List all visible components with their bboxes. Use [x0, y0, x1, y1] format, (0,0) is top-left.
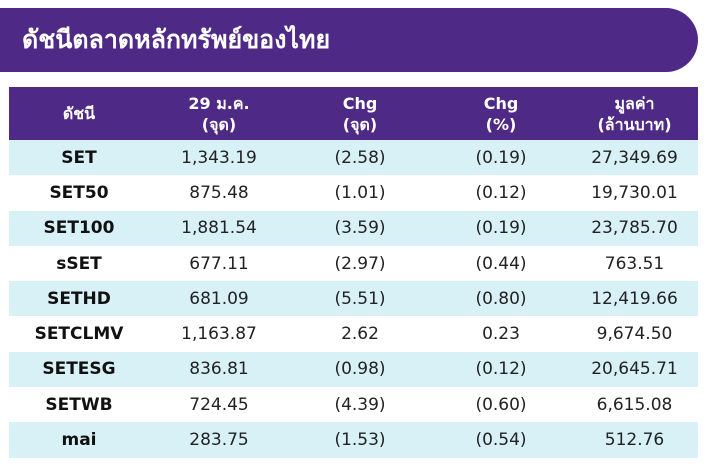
change-points: (1.01): [334, 182, 386, 203]
trade-value: 512.76: [604, 430, 665, 451]
change-percent: 0.23: [482, 324, 520, 345]
index-name: sSET: [56, 253, 102, 274]
table-header-row: ดัชนี 29 ม.ค. (จุด) Chg (จุด) Chg (%) มู…: [9, 87, 698, 140]
header-close-line2: (จุด): [201, 114, 237, 134]
change-points: (2.58): [334, 147, 386, 168]
change-points: (0.98): [334, 359, 386, 380]
change-percent: (0.12): [475, 359, 527, 380]
change-points: (1.53): [334, 430, 386, 451]
table-row: SETHD 681.09 (5.51) (0.80) 12,419.66: [9, 281, 698, 317]
page-title: ดัชนีตลาดหลักทรัพย์ของไทย: [22, 25, 331, 54]
header-close-line1: 29 ม.ค.: [188, 93, 250, 113]
header-close: 29 ม.ค. (จุด): [149, 93, 289, 135]
header-change-percent-line1: Chg: [483, 93, 519, 113]
header-change-points-line2: (จุด): [342, 114, 378, 134]
index-name: SETESG: [42, 359, 116, 380]
trade-value: 23,785.70: [591, 218, 678, 239]
change-percent: (0.44): [475, 253, 527, 274]
close-value: 1,881.54: [181, 218, 257, 239]
header-change-percent-line2: (%): [485, 114, 517, 134]
index-name: SETWB: [45, 394, 113, 415]
trade-value: 6,615.08: [596, 394, 673, 415]
change-points: (5.51): [334, 288, 386, 309]
close-value: 681.09: [189, 288, 249, 309]
header-change-points-line1: Chg: [342, 93, 378, 113]
change-percent: (0.12): [475, 182, 527, 203]
trade-value: 9,674.50: [596, 324, 673, 345]
change-points: 2.62: [341, 324, 379, 345]
table-row: SET100 1,881.54 (3.59) (0.19) 23,785.70: [9, 210, 698, 246]
header-change-percent: Chg (%): [431, 93, 571, 135]
close-value: 1,163.87: [181, 324, 257, 345]
index-name: SETHD: [47, 288, 111, 309]
header-value-line1: มูลค่า: [614, 93, 655, 113]
index-name: SET50: [49, 182, 109, 203]
table-row: SETCLMV 1,163.87 2.62 0.23 9,674.50: [9, 316, 698, 352]
change-percent: (0.19): [475, 218, 527, 239]
index-name: SET100: [43, 218, 115, 239]
close-value: 836.81: [189, 359, 249, 380]
close-value: 875.48: [189, 182, 249, 203]
table-row: mai 283.75 (1.53) (0.54) 512.76: [9, 422, 698, 458]
header-value-line2: (ล้านบาท): [597, 114, 672, 134]
close-value: 724.45: [189, 394, 249, 415]
index-name: mai: [61, 430, 97, 451]
header-change-points: Chg (จุด): [289, 93, 431, 135]
change-points: (3.59): [334, 218, 386, 239]
change-percent: (0.80): [475, 288, 527, 309]
table-row: SETESG 836.81 (0.98) (0.12) 20,645.71: [9, 351, 698, 388]
header-index-label: ดัชนี: [62, 104, 96, 123]
close-value: 1,343.19: [181, 147, 257, 168]
table-row: SET50 875.48 (1.01) (0.12) 19,730.01: [9, 175, 698, 211]
index-name: SETCLMV: [34, 324, 124, 345]
index-table: ดัชนี 29 ม.ค. (จุด) Chg (จุด) Chg (%) มู…: [9, 87, 698, 458]
change-percent: (0.54): [475, 430, 527, 451]
table-row: SETWB 724.45 (4.39) (0.60) 6,615.08: [9, 387, 698, 423]
change-points: (2.97): [334, 253, 386, 274]
trade-value: 20,645.71: [591, 359, 678, 380]
close-value: 677.11: [189, 253, 249, 274]
trade-value: 12,419.66: [591, 288, 678, 309]
trade-value: 763.51: [604, 253, 665, 274]
change-points: (4.39): [334, 394, 386, 415]
title-banner: ดัชนีตลาดหลักทรัพย์ของไทย: [0, 8, 698, 72]
close-value: 283.75: [189, 430, 249, 451]
header-value: มูลค่า (ล้านบาท): [571, 93, 698, 135]
change-percent: (0.19): [475, 147, 527, 168]
change-percent: (0.60): [475, 394, 527, 415]
table-row: sSET 677.11 (2.97) (0.44) 763.51: [9, 245, 698, 282]
index-name: SET: [61, 147, 97, 168]
trade-value: 19,730.01: [591, 182, 678, 203]
trade-value: 27,349.69: [591, 147, 678, 168]
header-index: ดัชนี: [9, 103, 149, 124]
table-row: SET 1,343.19 (2.58) (0.19) 27,349.69: [9, 140, 698, 176]
